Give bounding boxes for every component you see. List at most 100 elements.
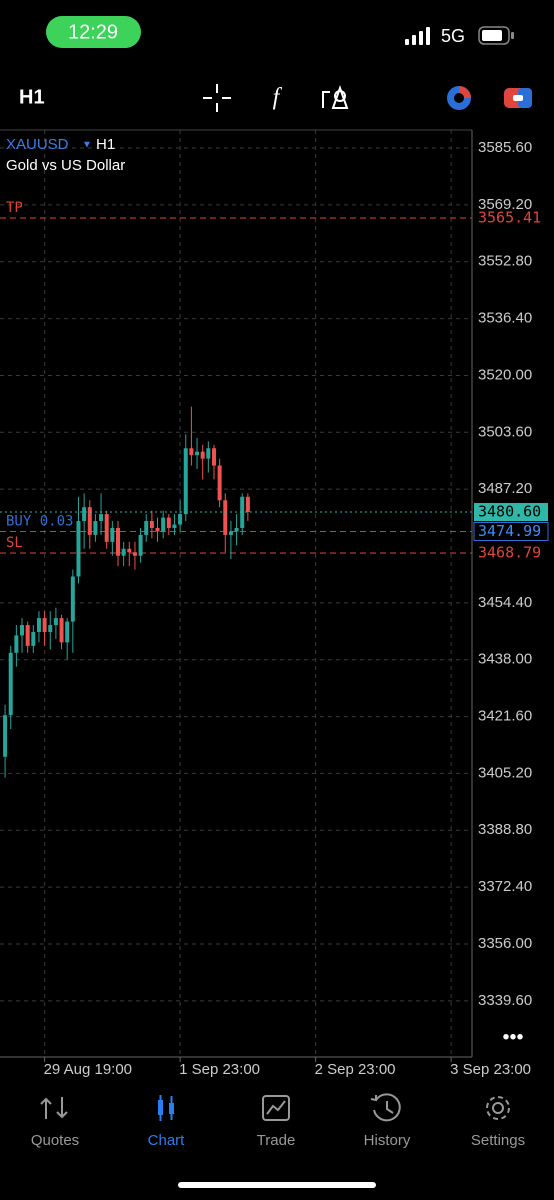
candle-body (99, 514, 104, 522)
candle-body (110, 527, 115, 542)
symbol-dropdown[interactable]: ▼ (82, 140, 92, 151)
chart-subtitle: Gold vs US Dollar (6, 157, 125, 174)
y-tick-label: 3405.20 (478, 764, 532, 781)
x-tick-label: 1 Sep 23:00 (179, 1061, 260, 1078)
candle-body (116, 527, 120, 556)
candle-body (161, 517, 166, 532)
candle-body (36, 618, 41, 632)
candle-body (211, 448, 216, 466)
candle-body (200, 451, 205, 459)
candle-body (132, 552, 137, 556)
chart-symbol[interactable]: XAUUSD (6, 136, 69, 153)
home-indicator (178, 1182, 376, 1188)
last-price-label: 3480.60 (478, 503, 541, 521)
y-tick-label: 3388.80 (478, 821, 532, 838)
nav-label[interactable]: Settings (471, 1132, 525, 1149)
candle-body (20, 625, 25, 636)
status-time: 12:29 (68, 21, 118, 43)
x-tick-label: 2 Sep 23:00 (315, 1061, 396, 1078)
candle-body (3, 715, 8, 757)
y-tick-label: 3454.40 (478, 594, 532, 611)
network-label: 5G (441, 26, 465, 46)
nav-label[interactable]: Quotes (31, 1132, 79, 1149)
trade-button[interactable] (504, 88, 532, 108)
candle-body (70, 576, 75, 622)
candle-body (93, 521, 98, 535)
y-tick-label: 3421.60 (478, 708, 532, 725)
price-line-value: 3468.79 (478, 543, 541, 561)
battery-icon (478, 26, 514, 45)
time-pill (46, 16, 141, 48)
candle-body (217, 465, 222, 501)
candle-body (149, 521, 154, 528)
nav-label[interactable]: Chart (148, 1132, 186, 1149)
candle-body (228, 531, 233, 535)
candle-body (48, 625, 53, 632)
candle-body (31, 631, 36, 646)
price-line-name: TP (6, 200, 23, 216)
candle-body (76, 521, 81, 577)
y-tick-label: 3585.60 (478, 139, 532, 156)
candle-body (65, 621, 70, 643)
candle-body (53, 618, 58, 626)
quotes-icon[interactable] (40, 1097, 68, 1119)
nav-label[interactable]: Trade (257, 1132, 296, 1149)
candle-body (223, 500, 228, 535)
candle-body (138, 534, 143, 556)
candle-body (14, 635, 19, 653)
y-tick-label: 3372.40 (478, 878, 532, 895)
candle-body (127, 548, 132, 553)
price-line-value: 3474.99 (478, 522, 541, 540)
candle-body (178, 514, 183, 525)
y-tick-label: 3569.20 (478, 196, 532, 213)
chart-icon[interactable] (158, 1095, 174, 1121)
y-tick-label: 3552.80 (478, 253, 532, 270)
x-tick-label: 3 Sep 23:00 (450, 1061, 531, 1078)
candle-body (189, 448, 194, 456)
nav-label[interactable]: History (364, 1132, 411, 1149)
crosshair-button[interactable] (203, 84, 231, 112)
candle-body (240, 496, 245, 528)
bottom-nav: Quotes Chart Trade History Settings (31, 1132, 525, 1149)
candle-body (42, 618, 47, 632)
candle-body (104, 514, 109, 542)
more-button[interactable]: ••• (502, 1026, 523, 1048)
candle-body (195, 451, 200, 456)
y-tick-label: 3339.60 (478, 992, 532, 1009)
y-tick-label: 3438.00 (478, 651, 532, 668)
indicators-button[interactable]: f (273, 85, 283, 111)
candle-body (166, 517, 171, 528)
chart-timeframe: H1 (96, 136, 115, 153)
trade-icon[interactable] (262, 1095, 290, 1121)
candle-body (183, 448, 188, 515)
candle-body (245, 496, 250, 513)
objects-button[interactable] (322, 84, 349, 109)
candle-body (8, 652, 13, 716)
candle-body (87, 507, 92, 535)
candle-body (234, 527, 239, 532)
timeframe-button[interactable]: H1 (19, 86, 45, 108)
candle-body (82, 507, 87, 522)
y-tick-label: 3503.60 (478, 423, 532, 440)
price-line-value: 3565.41 (478, 209, 541, 227)
chart: 3585.60 3569.20 3552.80 3536.40 3520.00 3503.… (0, 130, 549, 1078)
last-price-tag (474, 503, 548, 522)
y-tick-label: 3356.00 (478, 935, 532, 952)
account-button[interactable] (447, 86, 471, 110)
y-tick-label: 3520.00 (478, 366, 532, 383)
candle-body (121, 548, 126, 556)
candle-body (206, 448, 211, 459)
candle-body (59, 618, 64, 643)
price-line-tag (473, 521, 549, 541)
price-line-name: SL (6, 535, 23, 551)
y-tick-label: 3487.20 (478, 480, 532, 497)
history-icon[interactable] (370, 1093, 401, 1122)
candle-body (172, 524, 177, 528)
candle-body (25, 625, 30, 646)
settings-icon[interactable] (486, 1096, 510, 1120)
price-line-name: BUY 0.03 (6, 513, 73, 529)
y-tick-label: 3536.40 (478, 310, 532, 327)
